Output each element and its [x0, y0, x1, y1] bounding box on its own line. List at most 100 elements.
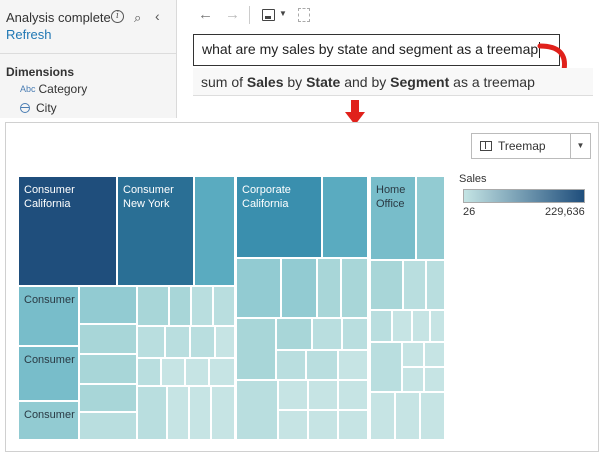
treemap-tile-labeled[interactable]: Consumer — [18, 401, 79, 440]
treemap-tile[interactable] — [430, 310, 445, 342]
toolbar-separator — [249, 6, 250, 24]
treemap-tile-labeled[interactable]: Consumer New York — [117, 176, 194, 286]
field-label: Category — [38, 82, 88, 96]
treemap-tile[interactable] — [236, 318, 276, 380]
treemap-tile-label: Consumer — [24, 409, 75, 421]
collapse-pane-icon[interactable]: ‹ — [155, 8, 160, 24]
treemap-tile[interactable] — [211, 386, 235, 440]
treemap-tile[interactable] — [169, 286, 191, 326]
treemap-tile[interactable] — [194, 176, 235, 286]
analysis-status: Analysis complete — [6, 10, 111, 25]
treemap-tile-labeled[interactable]: Home Office — [370, 176, 416, 260]
treemap-tile[interactable] — [236, 380, 278, 440]
treemap-tile[interactable] — [209, 358, 235, 386]
legend-max: 229,636 — [545, 206, 585, 218]
paste-icon[interactable] — [298, 8, 310, 22]
treemap-tile[interactable] — [341, 258, 368, 318]
forward-arrow-icon[interactable]: → — [225, 6, 240, 23]
ask-data-query-input[interactable]: what are my sales by state and segment a… — [193, 34, 560, 66]
treemap-tile[interactable] — [308, 380, 338, 410]
treemap-tile[interactable] — [137, 386, 167, 440]
search-icon[interactable]: ⌕ — [134, 10, 142, 25]
save-icon[interactable] — [262, 9, 275, 21]
treemap-tile[interactable] — [167, 386, 189, 440]
treemap-tile[interactable] — [79, 286, 137, 324]
treemap-tile-label: Consumer — [24, 354, 75, 366]
treemap-tile-label: Corporate California — [242, 184, 291, 210]
treemap-tile[interactable] — [322, 176, 368, 258]
treemap-tile[interactable] — [403, 260, 426, 310]
treemap-tile[interactable] — [161, 358, 185, 386]
treemap-tile[interactable] — [370, 310, 392, 342]
treemap-tile-labeled[interactable]: Consumer California — [18, 176, 117, 286]
treemap-tile[interactable] — [281, 258, 317, 318]
treemap-tile[interactable] — [424, 367, 445, 392]
treemap-tile[interactable] — [276, 318, 312, 350]
viz-type-label: Treemap — [498, 139, 546, 153]
treemap-tile[interactable] — [402, 342, 424, 367]
treemap-tile[interactable] — [79, 412, 137, 440]
treemap-tile[interactable] — [312, 318, 342, 350]
treemap-tile-label: Consumer California — [24, 184, 75, 210]
treemap-tile[interactable] — [370, 260, 403, 310]
treemap-tile[interactable] — [402, 367, 424, 392]
info-icon[interactable]: i — [111, 10, 124, 23]
treemap-tile[interactable] — [213, 286, 235, 326]
treemap-chart: Consumer California Consumer New York Cons… — [18, 176, 455, 440]
treemap-tile[interactable] — [338, 350, 368, 380]
back-arrow-icon[interactable]: ← — [198, 6, 213, 23]
chevron-down-icon[interactable]: ▼ — [570, 134, 590, 158]
treemap-tile-labeled[interactable]: Consumer — [18, 286, 79, 346]
treemap-tile[interactable] — [424, 342, 445, 367]
treemap-tile[interactable] — [185, 358, 209, 386]
treemap-tile[interactable] — [338, 410, 368, 440]
treemap-tile[interactable] — [189, 386, 211, 440]
interp-dim1: State — [306, 74, 341, 90]
treemap-tile[interactable] — [278, 380, 308, 410]
treemap-tile[interactable] — [412, 310, 430, 342]
treemap-tile[interactable] — [79, 384, 137, 412]
dimensions-heading: Dimensions — [6, 65, 75, 79]
treemap-tile[interactable] — [79, 324, 137, 354]
treemap-tile[interactable] — [338, 380, 368, 410]
treemap-tile[interactable] — [426, 260, 445, 310]
field-category[interactable]: Abc Category — [20, 82, 87, 96]
treemap-tile-label: Consumer — [24, 294, 75, 306]
refresh-link[interactable]: Refresh — [6, 27, 52, 42]
treemap-tile[interactable] — [137, 286, 169, 326]
treemap-tile[interactable] — [137, 326, 165, 358]
query-interpretation[interactable]: sum of Sales by State and by Segment as … — [193, 68, 593, 96]
treemap-tile-labeled[interactable]: Consumer — [18, 346, 79, 401]
treemap-tile-labeled[interactable]: Corporate California — [236, 176, 322, 258]
treemap-tile[interactable] — [308, 410, 338, 440]
visualization-panel: Treemap ▼ Sales 26 229,636 Consumer Cali… — [5, 122, 599, 452]
treemap-tile[interactable] — [392, 310, 412, 342]
interp-suffix: as a treemap — [449, 74, 535, 90]
treemap-tile[interactable] — [79, 354, 137, 384]
treemap-tile-label: Consumer New York — [123, 184, 174, 210]
treemap-tile[interactable] — [420, 392, 445, 440]
data-pane: Analysis complete i ⌕ ‹ Refresh Dimensio… — [0, 0, 177, 118]
treemap-tile[interactable] — [137, 358, 161, 386]
treemap-tile[interactable] — [416, 176, 445, 260]
color-legend-bar — [463, 189, 585, 203]
treemap-tile[interactable] — [276, 350, 306, 380]
interp-by1: by — [283, 74, 307, 90]
treemap-tile[interactable] — [236, 258, 281, 318]
treemap-tile[interactable] — [215, 326, 235, 358]
treemap-tile[interactable] — [370, 392, 395, 440]
query-text: what are my sales by state and segment a… — [202, 41, 539, 57]
chevron-down-icon[interactable]: ▼ — [279, 9, 287, 18]
field-city[interactable]: City — [20, 101, 57, 115]
treemap-tile[interactable] — [342, 318, 368, 350]
treemap-tile[interactable] — [278, 410, 308, 440]
treemap-tile[interactable] — [306, 350, 338, 380]
field-label: City — [36, 101, 57, 115]
treemap-tile[interactable] — [370, 342, 402, 392]
treemap-tile[interactable] — [395, 392, 420, 440]
treemap-tile[interactable] — [190, 326, 215, 358]
treemap-tile[interactable] — [191, 286, 213, 326]
treemap-tile[interactable] — [317, 258, 341, 318]
viz-type-select[interactable]: Treemap ▼ — [471, 133, 591, 159]
treemap-tile[interactable] — [165, 326, 190, 358]
